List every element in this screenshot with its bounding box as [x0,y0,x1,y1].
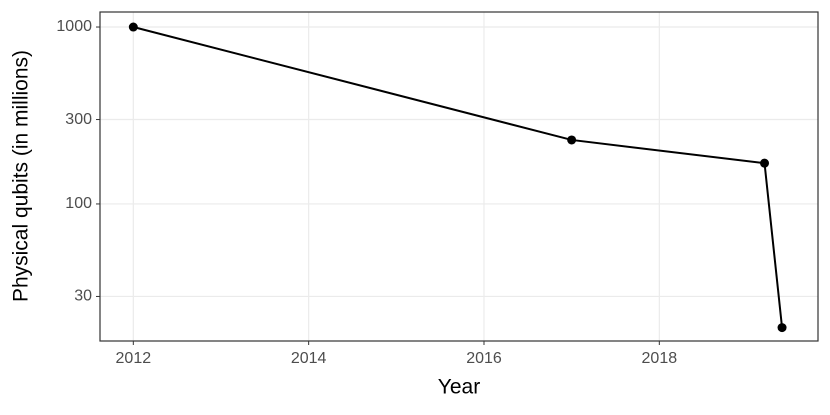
y-tick-label: 1000 [56,18,92,35]
point [760,158,770,168]
point [777,323,787,333]
grid [100,12,818,341]
x-tick-label: 2014 [291,350,327,367]
line [133,26,784,328]
y-tick-label: 30 [74,288,92,305]
x-tick-label: 2018 [642,350,678,367]
x-axis-title: Year [438,376,480,399]
point [567,135,577,145]
point [128,22,138,32]
x-tick-label: 2016 [466,350,502,367]
y-tick-label: 100 [65,195,92,212]
x-tick-label: 2012 [116,350,152,367]
y-tick-label: 300 [65,111,92,128]
y-axis-title: Physical qubits (in millions) [10,50,33,302]
panel-border [99,11,819,342]
